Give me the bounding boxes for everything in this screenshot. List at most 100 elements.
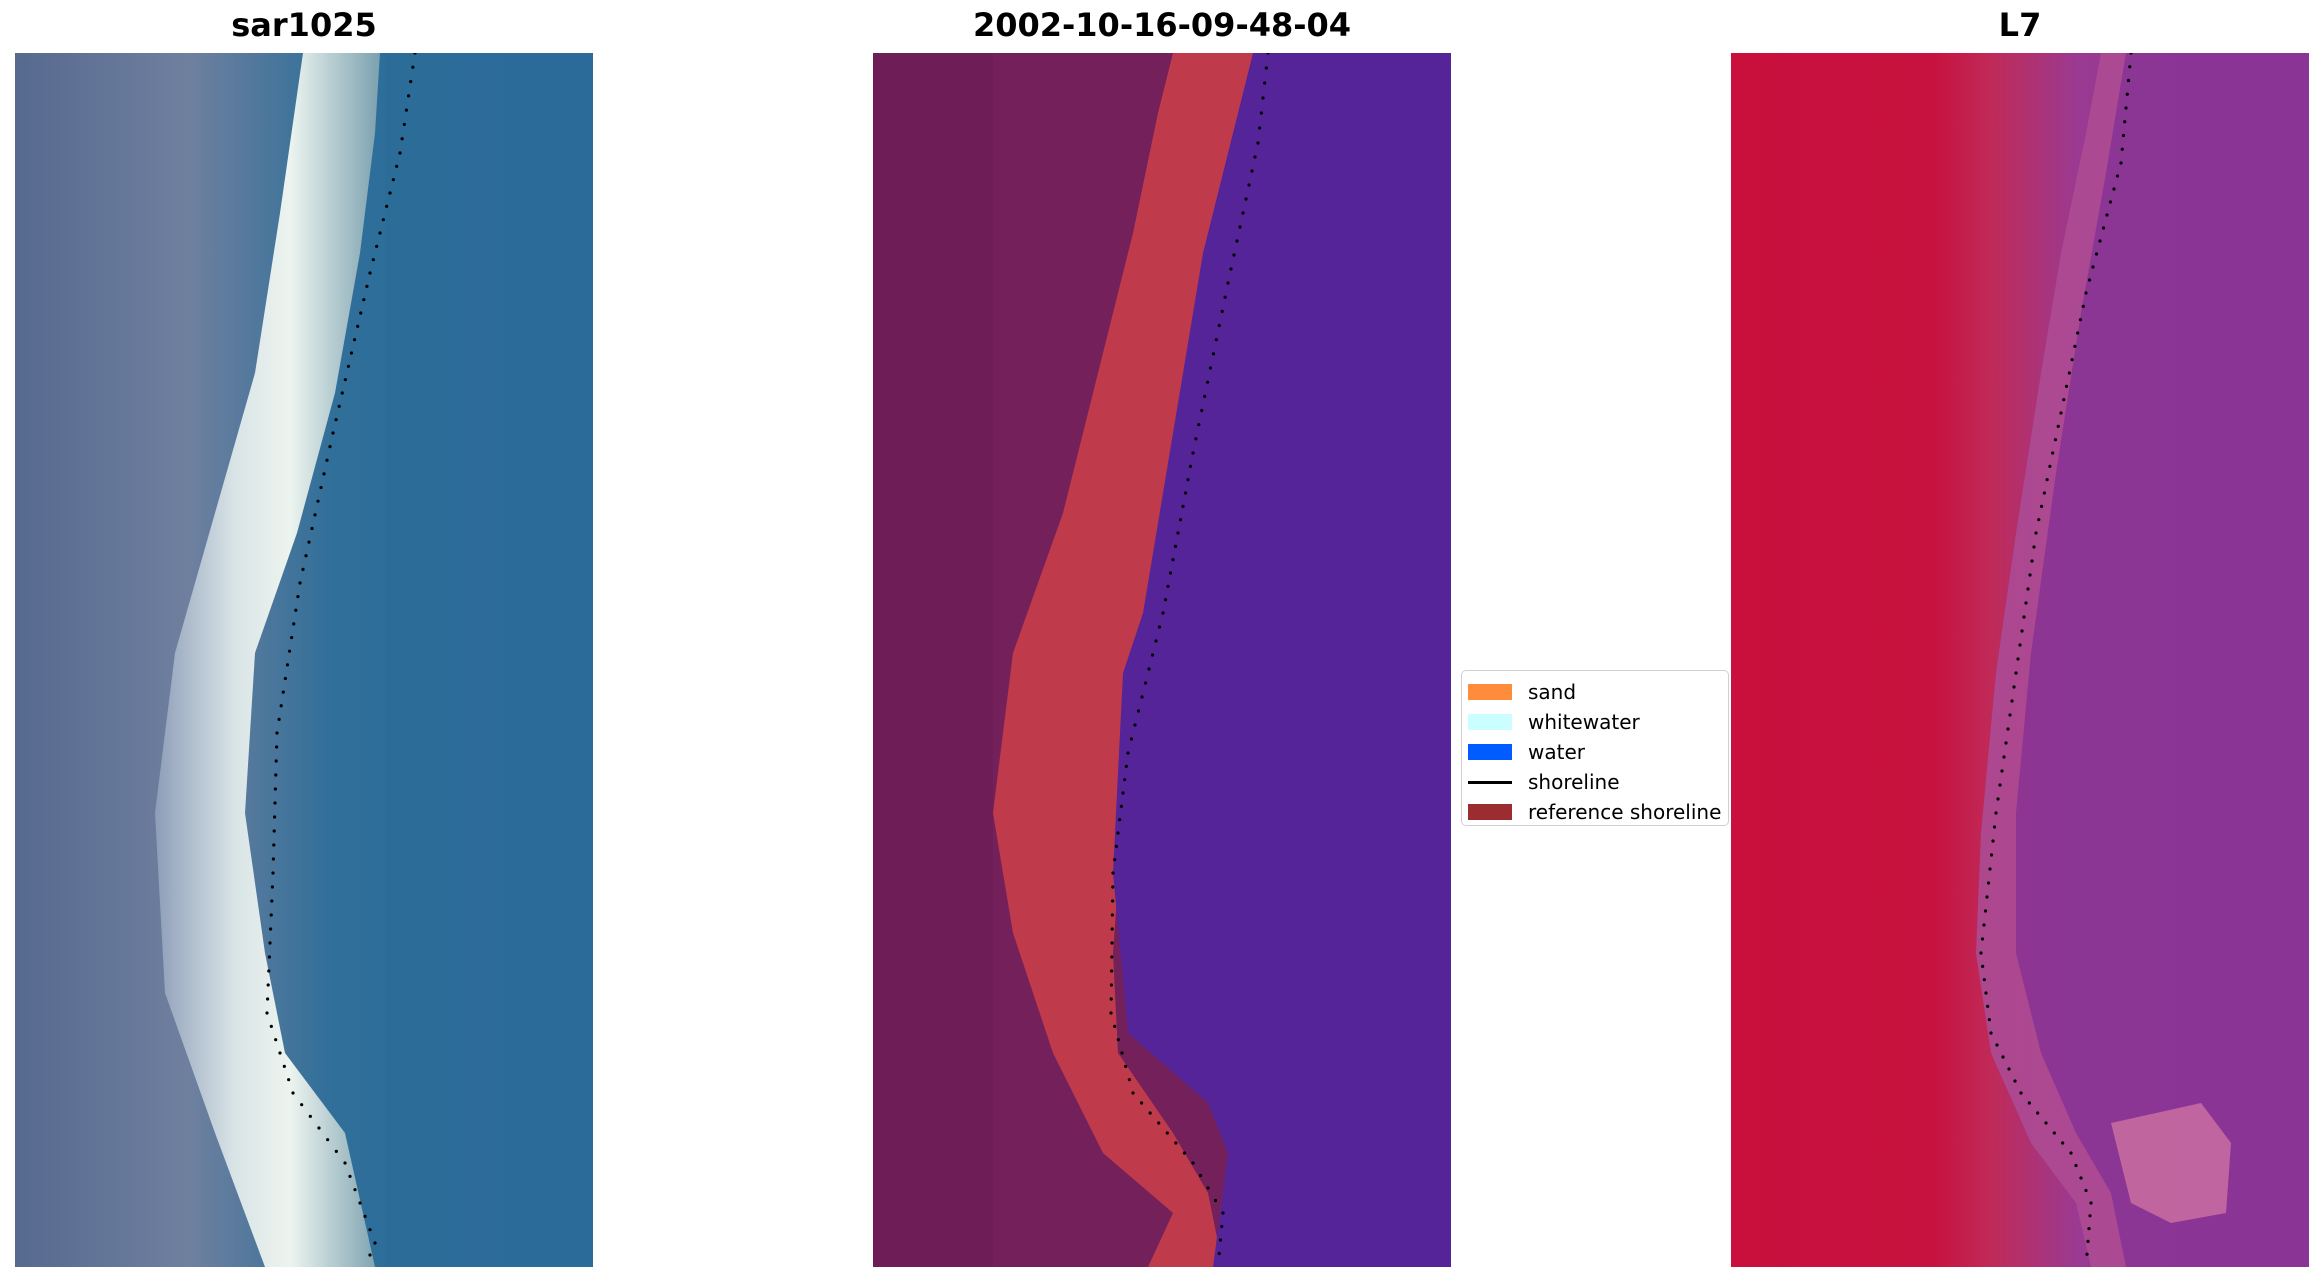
shoreline-point	[1217, 1251, 1221, 1256]
shoreline-point	[328, 445, 332, 449]
legend-item-reference-shoreline: reference shoreline	[1468, 797, 1728, 827]
shoreline-point	[2123, 120, 2127, 124]
shoreline-point	[1981, 964, 1985, 968]
shoreline-point	[2119, 161, 2123, 165]
shoreline-point	[409, 79, 413, 84]
shoreline-point	[2084, 1188, 2088, 1193]
sand-swatch	[1468, 684, 1512, 700]
shoreline-point	[1996, 797, 2000, 801]
shoreline-point	[2128, 65, 2132, 69]
shoreline-point	[268, 941, 272, 945]
shoreline-point	[356, 324, 360, 328]
shoreline-point	[1111, 899, 1115, 903]
shoreline-point	[349, 351, 354, 355]
shoreline-point	[1191, 451, 1195, 455]
shoreline-point	[2074, 1163, 2078, 1168]
shoreline-point	[1148, 1111, 1152, 1115]
shoreline-point	[1266, 53, 1270, 55]
shoreline-point	[2120, 147, 2124, 151]
shoreline-point	[334, 418, 338, 422]
shoreline-point	[273, 815, 277, 819]
shoreline-point	[2020, 629, 2024, 633]
shoreline-point	[1989, 853, 1994, 857]
shoreline-point	[1205, 380, 1210, 384]
legend-item-water: water	[1468, 737, 1728, 767]
shoreline-point	[1226, 281, 1230, 285]
shoreline-point	[2101, 226, 2106, 230]
shoreline-point	[1987, 1018, 1991, 1022]
shoreline-point	[411, 65, 415, 69]
shoreline-point	[2081, 304, 2085, 308]
shoreline-point	[381, 218, 385, 222]
shoreline-point	[1131, 1091, 1135, 1095]
shoreline-point	[2087, 278, 2092, 282]
shoreline-point	[1166, 584, 1170, 588]
shoreline-point	[1200, 408, 1204, 413]
shoreline-point	[281, 690, 285, 694]
shoreline-point	[368, 1253, 372, 1257]
shoreline-point	[283, 676, 287, 681]
shoreline-point	[274, 1038, 278, 1042]
shoreline-point	[267, 955, 271, 959]
shoreline-point	[1198, 1173, 1203, 1178]
shoreline-point	[1983, 909, 1988, 913]
whitewater-swatch	[1468, 714, 1512, 730]
shoreline-point	[2088, 1214, 2092, 1218]
shoreline-point	[271, 871, 275, 875]
shoreline-point	[1186, 478, 1190, 482]
shoreline-point	[1982, 978, 1986, 982]
water-swatch	[1468, 744, 1512, 760]
shoreline-point	[304, 554, 308, 558]
shoreline-point	[2051, 451, 2055, 455]
rgb-image-panel	[15, 53, 593, 1267]
shoreline-point	[1214, 338, 1218, 342]
shoreline-point	[1168, 571, 1173, 575]
shoreline-point	[391, 178, 395, 182]
classification-image	[873, 53, 1451, 1267]
shoreline-point	[1206, 1186, 1210, 1190]
shoreline-point	[269, 913, 273, 917]
shoreline-point	[267, 969, 271, 973]
shoreline-point	[1110, 941, 1114, 945]
shoreline-point	[1194, 437, 1198, 441]
shoreline-point	[1994, 811, 1998, 815]
shoreline-point	[1203, 394, 1207, 398]
shoreline-point	[1250, 169, 1254, 173]
shoreline-point	[2007, 1067, 2011, 1071]
legend-label-whitewater: whitewater	[1528, 710, 1640, 734]
shoreline-point	[273, 787, 277, 791]
shoreline-point	[287, 1078, 291, 1082]
shoreline-point	[1211, 352, 1216, 356]
shoreline-point	[1213, 1198, 1218, 1203]
shoreline-point	[331, 431, 335, 435]
shoreline-point	[1110, 913, 1114, 917]
shoreline-point	[1143, 681, 1148, 685]
shoreline-point	[385, 204, 389, 208]
shoreline-point	[2014, 671, 2018, 675]
shoreline-point	[2027, 1101, 2031, 1105]
shoreline-point	[2019, 1091, 2023, 1095]
shoreline-point	[1220, 1224, 1224, 1229]
shoreline-point	[1109, 983, 1113, 987]
shoreline-point	[1173, 544, 1178, 548]
shoreline-point	[273, 801, 277, 805]
shoreline-point	[2006, 727, 2010, 731]
shoreline-point	[2061, 1141, 2065, 1145]
shoreline-point	[343, 1161, 347, 1165]
shoreline-point	[272, 843, 276, 847]
shoreline-point	[1183, 491, 1188, 495]
shoreline-point	[1110, 969, 1114, 973]
shoreline-point	[308, 1114, 312, 1118]
shoreline-point	[275, 745, 279, 749]
shoreline-point	[300, 1103, 304, 1107]
shoreline-point	[2078, 318, 2083, 322]
shoreline-point	[2056, 424, 2060, 428]
shoreline-point	[2013, 1079, 2017, 1083]
shoreline-point	[1232, 253, 1236, 257]
shoreline-point	[2032, 545, 2036, 549]
shoreline-point	[1253, 155, 1257, 159]
shoreline-point	[2052, 1131, 2056, 1135]
shoreline-point	[1147, 667, 1151, 671]
shoreline-point	[1124, 1064, 1128, 1068]
shoreline-point	[413, 53, 417, 55]
